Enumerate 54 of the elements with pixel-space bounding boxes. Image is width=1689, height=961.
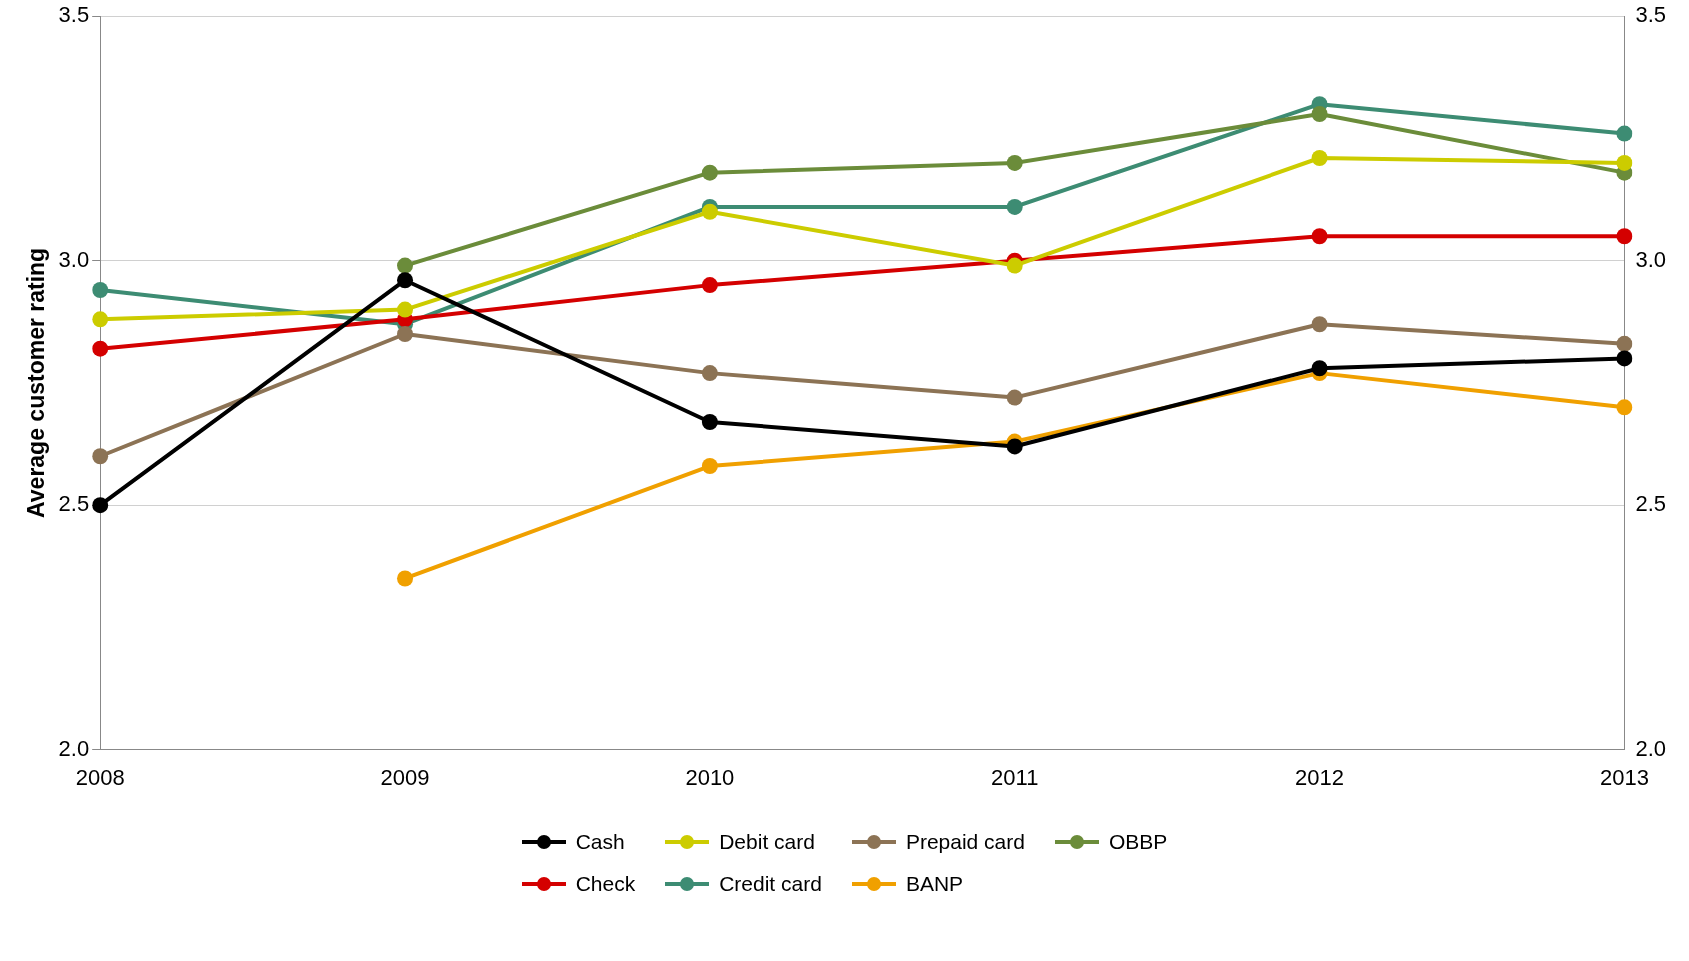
- y2-tick-label: 3.5: [1635, 2, 1667, 28]
- point: [1006, 154, 1023, 171]
- point: [92, 497, 109, 514]
- y-tick-label: 3.5: [58, 2, 90, 28]
- x-tick-label: 2008: [75, 764, 125, 790]
- point: [1616, 154, 1633, 171]
- point: [397, 257, 414, 274]
- y2-tick-label: 2.0: [1635, 735, 1667, 761]
- x-tick-label: 2009: [380, 764, 430, 790]
- point: [1311, 228, 1328, 245]
- point: [701, 458, 718, 475]
- x-tick-label: 2011: [991, 764, 1039, 790]
- legend-label: Cash: [575, 830, 625, 854]
- point: [1616, 335, 1633, 352]
- point: [92, 282, 109, 298]
- x-tick-label: 2012: [1295, 764, 1345, 790]
- point: [701, 203, 718, 220]
- point: [397, 272, 414, 289]
- x-tick-label: 2010: [685, 764, 735, 790]
- point: [1006, 257, 1023, 274]
- point: [92, 311, 109, 328]
- point: [397, 570, 414, 587]
- y-axis-title: Average customer rating: [23, 247, 50, 518]
- y2-tick-label: 3.0: [1635, 246, 1667, 272]
- point: [701, 164, 718, 181]
- point: [1311, 360, 1328, 377]
- point: [397, 326, 414, 343]
- point: [1616, 228, 1633, 245]
- y2-tick-label: 2.5: [1635, 491, 1667, 517]
- point: [1006, 389, 1023, 406]
- point: [701, 277, 718, 294]
- y-tick-label: 2.0: [58, 735, 90, 761]
- legend-label: Check: [575, 872, 636, 896]
- point: [1311, 316, 1328, 333]
- legend-label: OBBP: [1108, 830, 1168, 854]
- point: [397, 301, 414, 318]
- legend-label: Debit card: [719, 830, 815, 854]
- point: [1311, 149, 1328, 166]
- y-tick-label: 3.0: [58, 246, 90, 272]
- x-tick-label: 2013: [1599, 764, 1649, 790]
- point: [701, 365, 718, 382]
- point: [92, 448, 109, 465]
- legend-label: BANP: [905, 872, 964, 896]
- y-tick-label: 2.5: [58, 491, 90, 517]
- point: [1006, 438, 1023, 455]
- legend-label: Prepaid card: [905, 830, 1025, 854]
- point: [1616, 125, 1633, 142]
- point: [701, 414, 718, 431]
- point: [92, 340, 109, 357]
- point: [1311, 105, 1328, 122]
- point: [1616, 350, 1633, 367]
- legend-label: Credit card: [719, 872, 822, 896]
- point: [1006, 198, 1023, 215]
- point: [1616, 399, 1633, 416]
